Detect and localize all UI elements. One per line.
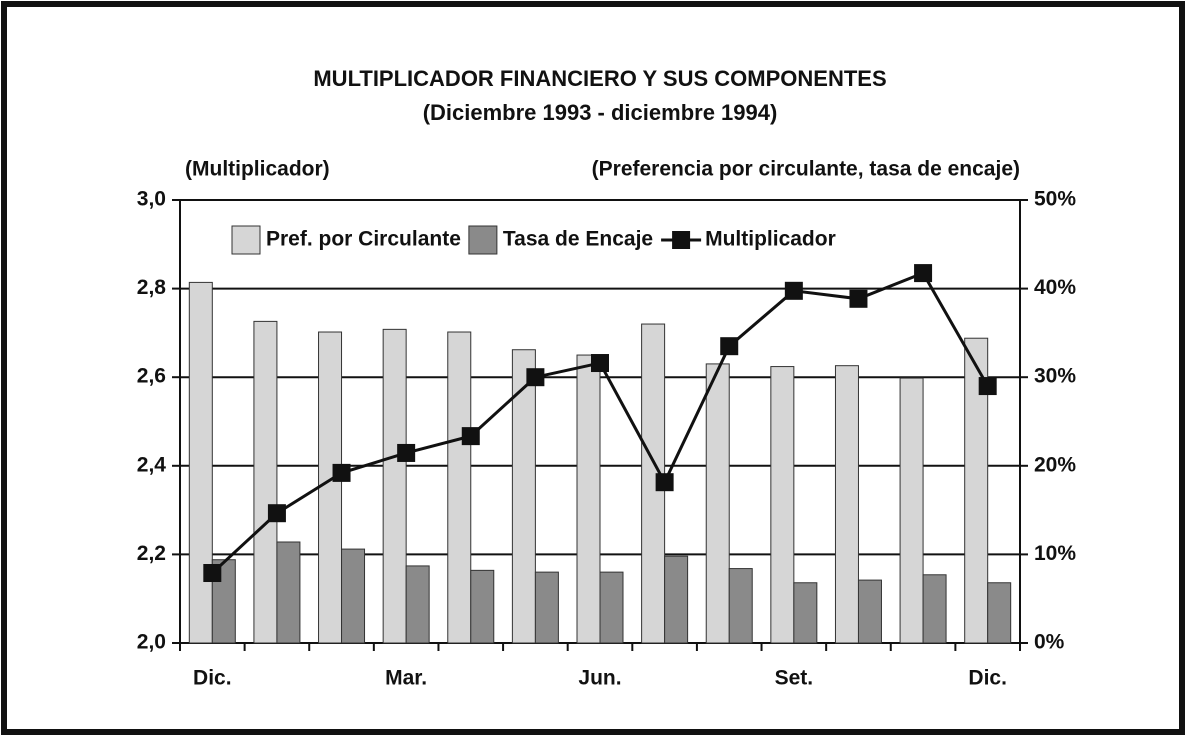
legend-label: Pref. por Circulante [266,228,461,251]
y2-tick-label: 10% [1034,542,1076,565]
bar [728,568,753,644]
bar [405,565,430,644]
legend-label: Tasa de Encaje [503,228,653,251]
bar [534,571,559,644]
bar [447,331,472,644]
bar [834,365,859,644]
line-marker [267,504,286,523]
line-marker [849,289,868,308]
bar [922,574,947,644]
bar [705,363,730,644]
bar [899,377,924,644]
y2-tick-label: 50% [1034,188,1076,211]
bar [770,366,795,644]
x-tick-label: Dic. [968,667,1007,690]
bar [664,555,689,644]
x-tick-label: Set. [775,667,814,690]
bar [341,548,366,644]
line-marker [720,337,739,356]
y-tick-label: 3,0 [137,188,166,211]
chart-title: MULTIPLICADOR FINANCIERO Y SUS COMPONENT… [313,66,886,91]
legend-swatch [231,225,261,255]
y2-tick-label: 0% [1034,631,1065,654]
line-marker [914,264,933,283]
bar [793,582,818,644]
bar [511,349,536,644]
line-marker [526,368,545,387]
x-tick-label: Mar. [385,667,427,690]
bar [470,569,495,644]
y2-tick-label: 40% [1034,276,1076,299]
bar [276,541,301,644]
y-tick-label: 2,8 [137,276,167,299]
bar [318,331,343,644]
line-marker [978,377,997,396]
y2-tick-label: 30% [1034,365,1076,388]
bar [987,582,1012,644]
line-marker [591,354,609,373]
y-tick-label: 2,4 [137,453,167,476]
line-marker [461,427,480,446]
y-tick-label: 2,6 [137,365,166,388]
bar [964,337,989,644]
legend-swatch [468,225,498,255]
bar [857,579,882,644]
y-tick-label: 2,2 [137,542,166,565]
bar [188,281,213,644]
bar [382,328,407,644]
x-tick-label: Dic. [193,667,232,690]
bar [253,320,278,644]
line-marker [332,463,351,482]
y2-axis-label: (Preferencia por circulante, tasa de enc… [592,158,1020,181]
line-marker [784,281,803,300]
legend-label: Multiplicador [705,228,836,251]
line-marker [397,443,416,462]
x-tick-label: Jun. [578,667,621,690]
bar [599,571,624,644]
line-marker [655,473,674,492]
y-axis-label: (Multiplicador) [185,158,330,181]
legend-marker [672,231,691,249]
chart-subtitle: (Diciembre 1993 - diciembre 1994) [423,100,778,125]
bar [576,354,601,644]
y-tick-label: 2,0 [137,631,166,654]
y2-tick-label: 20% [1034,453,1076,476]
line-marker [203,564,222,583]
